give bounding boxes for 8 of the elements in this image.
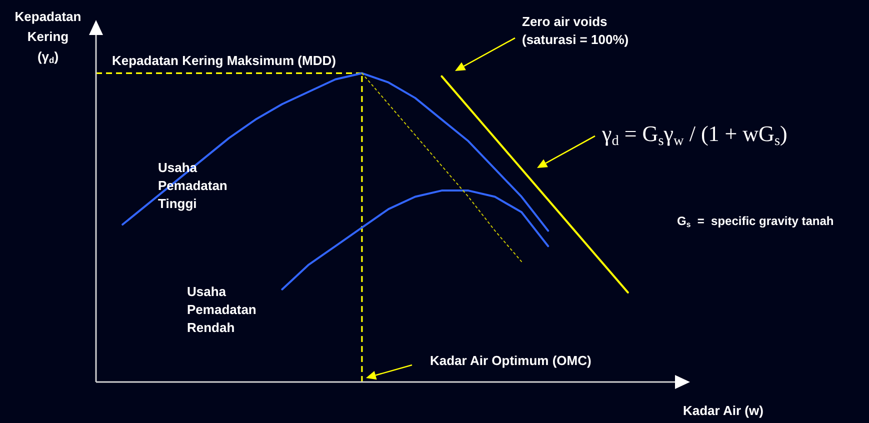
- text: γ$_{d}$ = G$_{s}$γ$_{w}$ / (1 + wG$_{s}$): [602, 121, 788, 148]
- annotation: G$_{s}$ = specific gravity tanah: [677, 214, 834, 229]
- text: Zero air voids (saturasi = 100%): [522, 14, 629, 47]
- x-axis-title: Kadar Air (w): [683, 403, 764, 418]
- ref-line-label: Kepadatan Kering Maksimum (MDD): [112, 53, 336, 68]
- text: Usaha Pemadatan Rendah: [187, 284, 256, 335]
- annotation: Kadar Air Optimum (OMC): [430, 353, 592, 368]
- y-axis-title: Kepadatan Kering (γ$_{d}$): [14, 9, 82, 65]
